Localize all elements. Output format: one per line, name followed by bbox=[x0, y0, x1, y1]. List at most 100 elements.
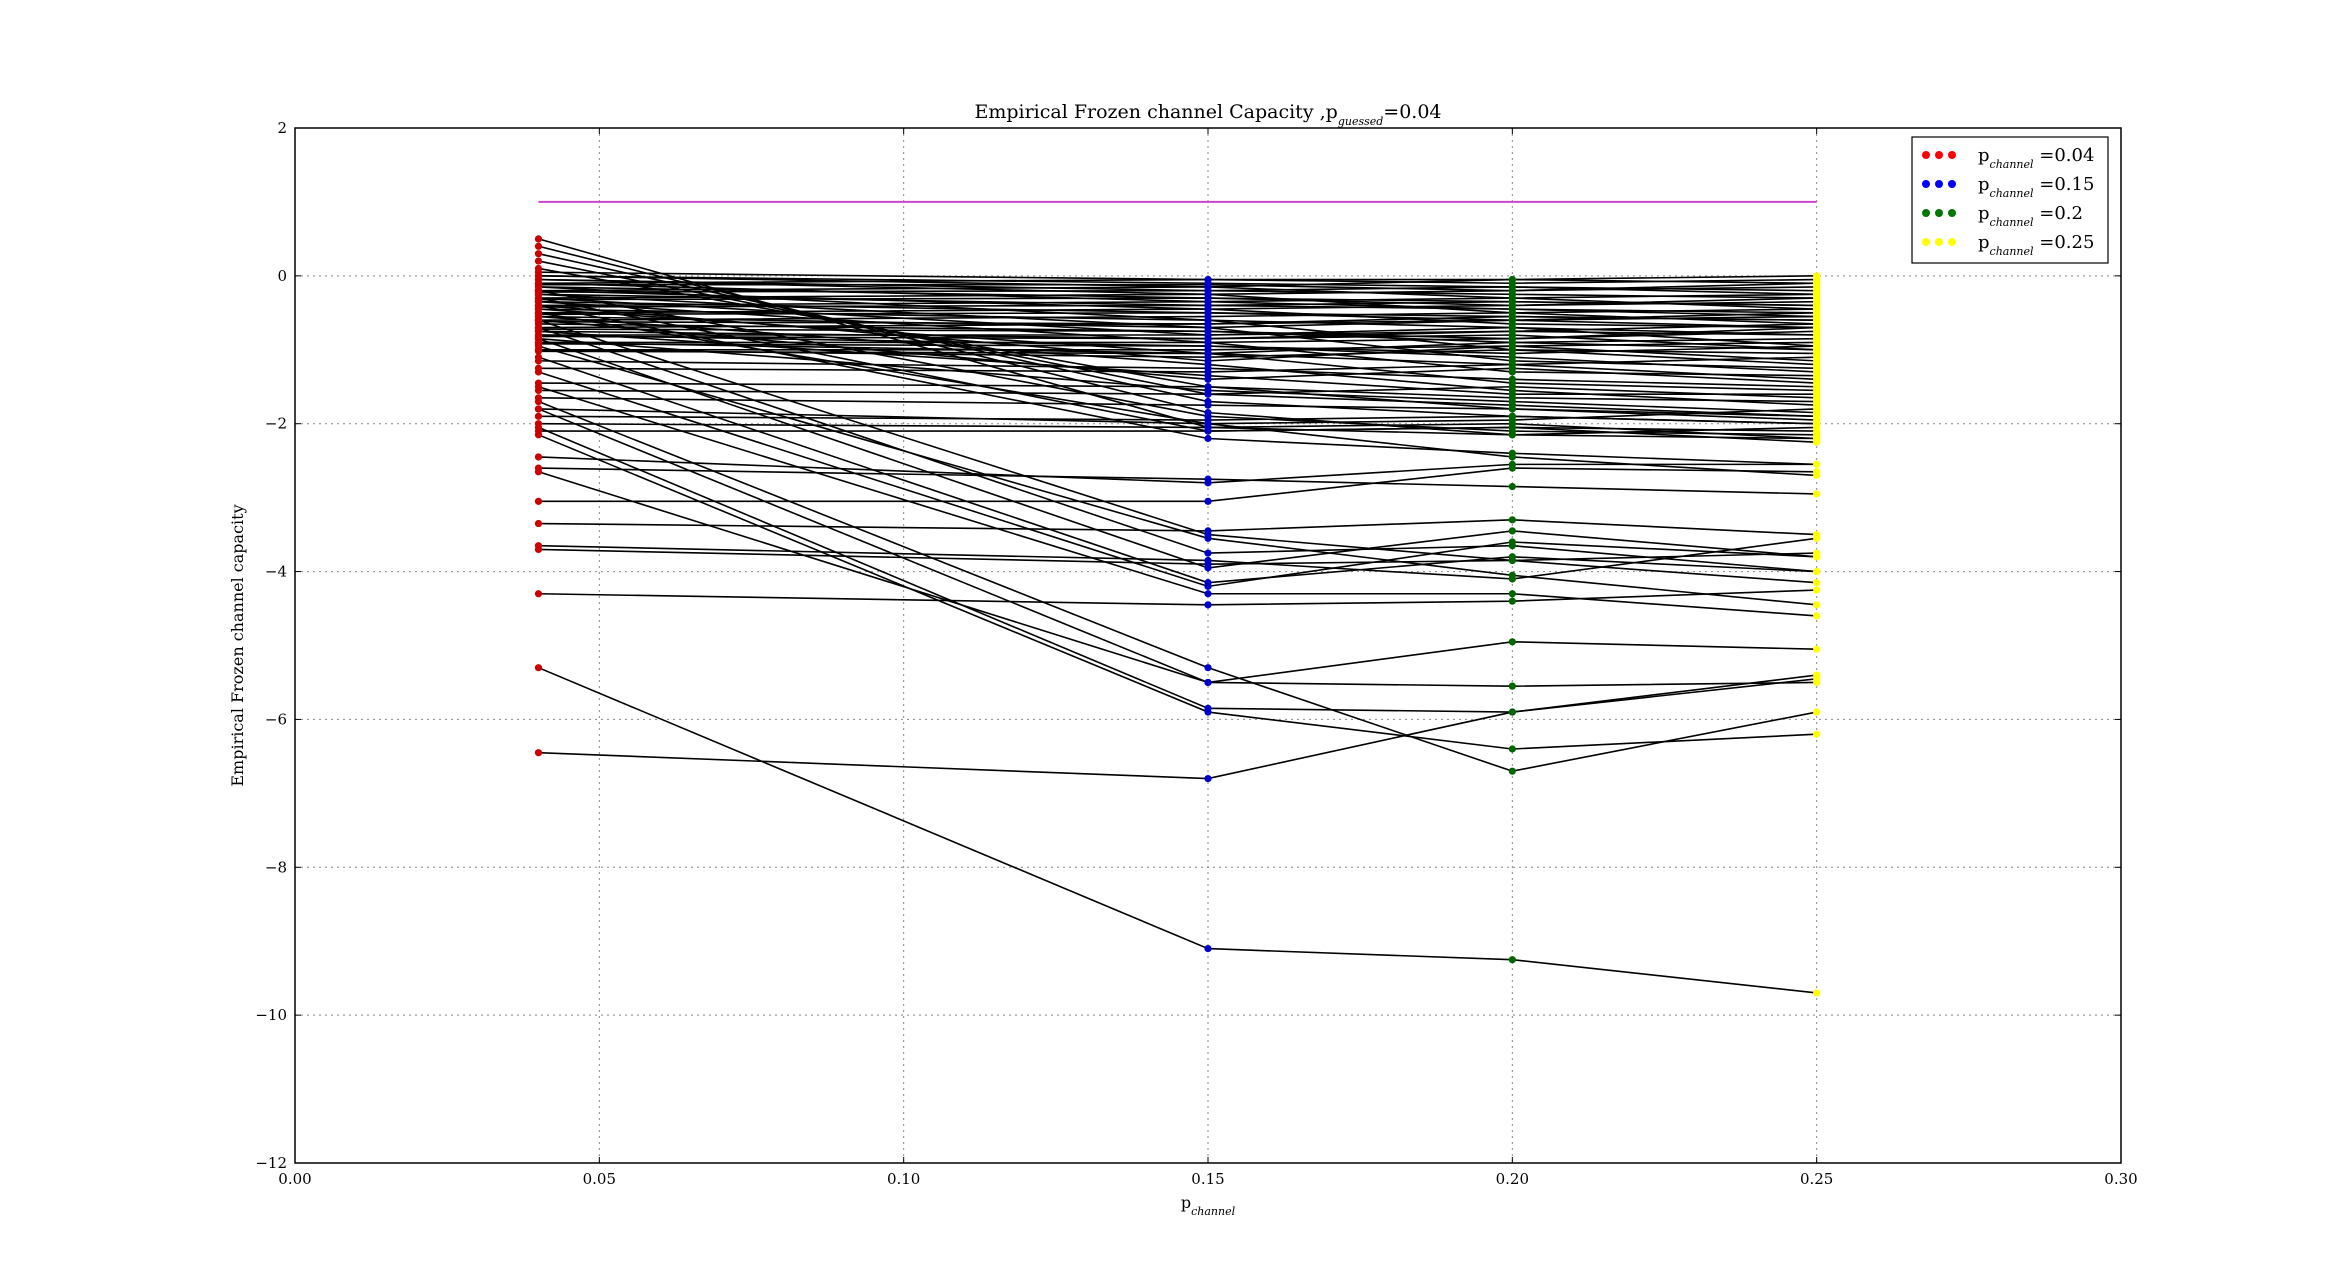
axis-ticks: 0.00 0.05 0.10 0.15 0.20 0.25 0.30 2 0 −2 −4 −6 −8 −1… bbox=[255, 119, 2137, 1188]
data-point bbox=[1508, 379, 1516, 387]
data-point bbox=[1204, 497, 1212, 505]
data-point bbox=[1508, 542, 1516, 550]
data-point bbox=[1204, 420, 1212, 428]
data-point bbox=[1204, 294, 1212, 302]
data-point bbox=[1508, 527, 1516, 535]
series-line bbox=[538, 315, 1817, 407]
legend-marker bbox=[1922, 180, 1930, 188]
series-line bbox=[538, 282, 1817, 318]
data-point bbox=[534, 242, 543, 250]
legend-label: pchannel =0.04 bbox=[1978, 145, 2094, 171]
data-point bbox=[1508, 405, 1516, 413]
series-line bbox=[538, 382, 1817, 403]
data-point bbox=[534, 379, 543, 387]
data-point bbox=[534, 590, 543, 598]
data-point bbox=[1204, 704, 1212, 712]
legend: pchannel =0.04 pchannel =0.15 pchannel =0.… bbox=[1911, 136, 2109, 264]
data-point bbox=[1508, 460, 1516, 468]
legend-marker bbox=[1935, 151, 1943, 159]
data-point bbox=[1813, 490, 1821, 498]
data-point bbox=[534, 519, 543, 528]
data-point bbox=[1204, 386, 1212, 395]
data-point bbox=[1508, 482, 1516, 491]
data-point bbox=[1508, 349, 1516, 358]
data-point bbox=[1813, 730, 1821, 738]
series-line bbox=[538, 308, 1817, 392]
data-point bbox=[534, 749, 543, 757]
data-point bbox=[1204, 301, 1212, 310]
series-line bbox=[538, 666, 1817, 994]
data-point bbox=[1204, 275, 1212, 284]
data-point bbox=[1204, 774, 1212, 783]
data-point bbox=[534, 386, 543, 395]
series-line bbox=[538, 271, 1817, 285]
data-point bbox=[1204, 678, 1212, 687]
series-line bbox=[538, 426, 1817, 432]
series-line bbox=[538, 341, 1817, 366]
data-point bbox=[1508, 449, 1516, 457]
x-tick-label: 0.25 bbox=[1800, 1170, 1833, 1188]
y-tick-label: −12 bbox=[255, 1154, 287, 1172]
series-line bbox=[538, 397, 1817, 418]
data-point bbox=[1813, 409, 1821, 417]
series-line bbox=[538, 312, 1817, 322]
series-line bbox=[538, 426, 1817, 713]
data-point bbox=[1508, 312, 1516, 321]
series-line bbox=[538, 415, 1817, 425]
series-line bbox=[538, 337, 1817, 414]
data-point bbox=[1508, 708, 1516, 716]
chart-title-main: Empirical Frozen channel Capacity ,p bbox=[974, 101, 1337, 123]
y-tick-label: 2 bbox=[277, 119, 287, 137]
y-tick-label: −2 bbox=[265, 415, 287, 433]
data-point bbox=[1204, 475, 1212, 483]
y-axis-label: Empirical Frozen channel capacity bbox=[228, 504, 247, 786]
data-point bbox=[1813, 324, 1821, 332]
x-axis-label: pchannel bbox=[1181, 1193, 1236, 1218]
data-point bbox=[1813, 309, 1821, 317]
data-point bbox=[534, 268, 543, 276]
series-line bbox=[538, 323, 1817, 336]
series-line bbox=[538, 356, 1817, 584]
series-line bbox=[538, 408, 1817, 425]
data-point bbox=[534, 257, 543, 265]
series-line bbox=[538, 293, 1817, 370]
data-point bbox=[1508, 275, 1516, 284]
data-point bbox=[534, 412, 543, 420]
data-point bbox=[1508, 357, 1516, 365]
data-point bbox=[1508, 767, 1516, 775]
data-point bbox=[1204, 579, 1212, 587]
data-point bbox=[1204, 590, 1212, 598]
data-point bbox=[1204, 549, 1212, 557]
data-point bbox=[1813, 601, 1821, 609]
data-point bbox=[1813, 379, 1821, 387]
legend-marker bbox=[1935, 209, 1943, 217]
chart-title-sub: guessed bbox=[1338, 115, 1383, 128]
data-point bbox=[1813, 567, 1821, 576]
legend-label: pchannel =0.25 bbox=[1978, 232, 2094, 258]
data-point bbox=[1204, 349, 1212, 358]
data-point bbox=[1204, 601, 1212, 609]
data-point bbox=[1204, 401, 1212, 409]
data-point bbox=[534, 288, 543, 296]
legend-marker bbox=[1922, 209, 1930, 217]
data-point bbox=[1204, 357, 1212, 365]
data-point bbox=[1813, 434, 1821, 443]
data-point bbox=[534, 250, 543, 258]
data-point bbox=[1813, 283, 1821, 291]
data-point bbox=[534, 394, 543, 402]
data-point bbox=[1813, 364, 1821, 372]
data-point bbox=[1204, 409, 1212, 417]
data-point bbox=[1204, 335, 1212, 343]
data-point bbox=[1204, 342, 1212, 350]
series-line bbox=[538, 330, 1817, 344]
data-point bbox=[1508, 416, 1516, 424]
legend-box bbox=[1911, 136, 2109, 264]
series-line bbox=[538, 548, 1817, 565]
series-line bbox=[538, 422, 1817, 440]
data-point bbox=[534, 332, 543, 341]
legend-label: pchannel =0.2 bbox=[1978, 203, 2083, 229]
series-line bbox=[538, 330, 1817, 340]
data-point bbox=[534, 303, 543, 311]
x-tick-label: 0.05 bbox=[583, 1170, 616, 1188]
y-tick-label: −6 bbox=[265, 710, 287, 728]
